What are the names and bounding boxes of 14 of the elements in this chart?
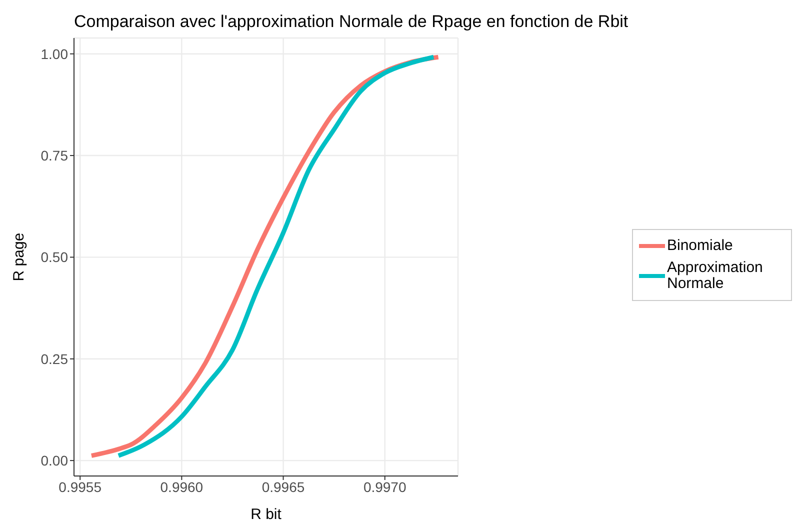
y-tick-label: 0.00 [40, 452, 68, 469]
y-tick-label: 1.00 [40, 46, 68, 62]
x-axis-title: R bit [250, 506, 282, 523]
x-tick-label: 0.9965 [262, 478, 305, 495]
chart-title: Comparaison avec l'approximation Normale de Rpage en fonction de Rbit [74, 12, 628, 32]
y-tick-label: 0.25 [40, 350, 68, 367]
y-axis-title: R page [10, 232, 28, 282]
y-tick-label: 0.50 [40, 249, 68, 266]
legend-label: Binomiale [667, 236, 734, 254]
y-tick-label: 0.75 [40, 148, 68, 164]
x-tick-label: 0.9955 [58, 478, 102, 495]
legend-label: Approximation Normale [667, 258, 764, 292]
x-tick-label: 0.9970 [363, 478, 406, 495]
x-tick-label: 0.9960 [160, 478, 204, 495]
